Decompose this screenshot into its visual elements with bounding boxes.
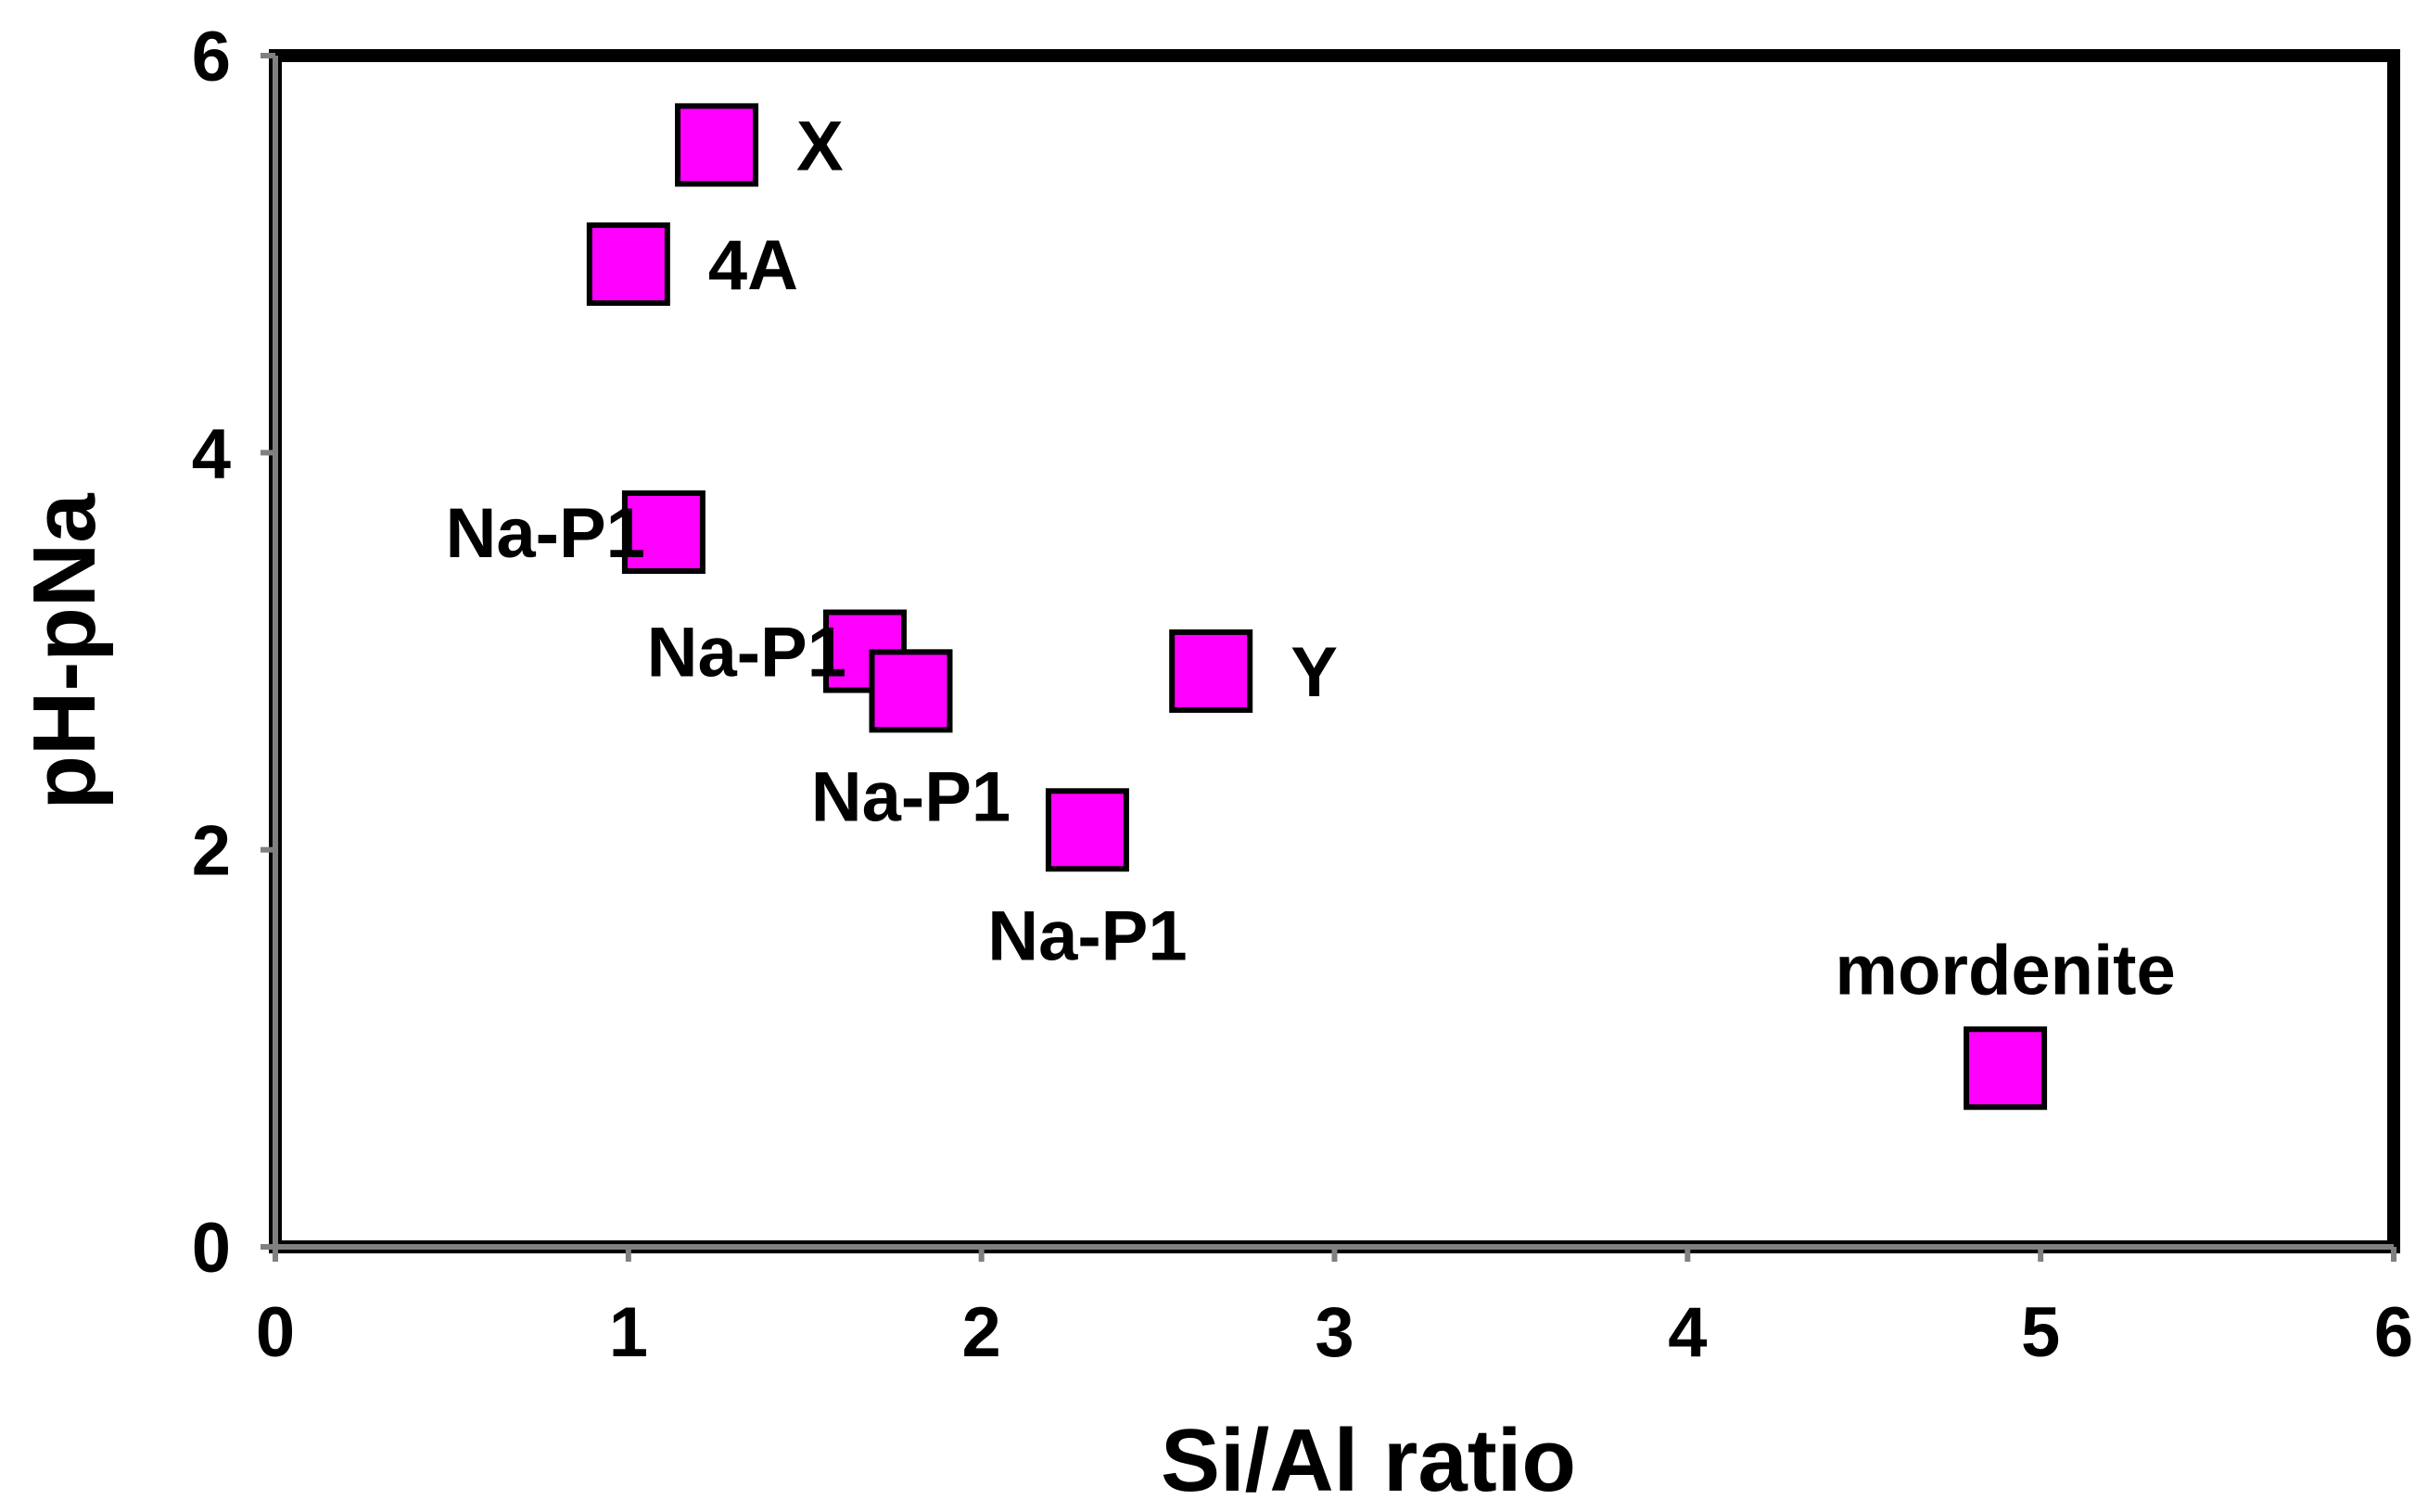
x-tick-label: 1 [609,1293,648,1372]
data-point-label: Y [1290,633,1338,712]
data-point-label: Na-P1 [647,614,846,692]
data-point-label: X [796,107,844,185]
y-tick-label: 0 [192,1209,231,1288]
x-tick-label: 5 [2021,1293,2060,1372]
data-point-square [586,222,670,306]
data-point-square [621,490,706,574]
x-tick-label: 0 [256,1293,295,1372]
ticks: 0 1 2 3 4 5 6 0 2 4 6 [192,18,2413,1372]
y-tick-label: 6 [192,18,231,96]
x-tick-label: 4 [1668,1293,1707,1372]
data-point-label: Na-P1 [987,896,1187,975]
y-tick-label: 2 [192,812,231,891]
data-point-square [675,103,759,187]
data-point-square [1169,629,1253,713]
y-axis-title: pH-pNa [15,493,114,810]
data-point-square [1045,788,1129,872]
data-point-square [1964,1026,2048,1111]
x-tick-label: 2 [962,1293,1001,1372]
data-point-square [869,649,953,733]
x-tick-label: 6 [2374,1293,2413,1372]
data-point-label: mordenite [1835,931,2175,1010]
data-points [586,103,2048,1111]
x-axis-title: Si/Al ratio [1161,1411,1576,1510]
data-point-label: Na-P1 [811,757,1011,836]
data-point-label: Na-P1 [445,494,644,573]
x-tick-label: 3 [1315,1293,1354,1372]
y-tick-label: 4 [192,414,231,493]
data-point-label: 4A [708,226,798,305]
